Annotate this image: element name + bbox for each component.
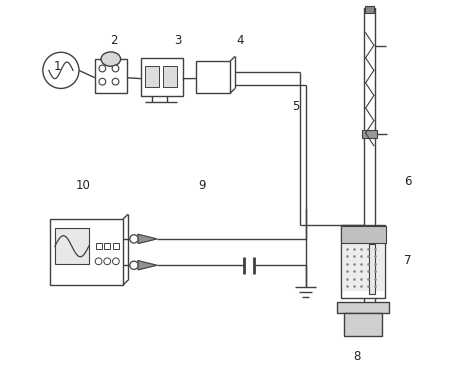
Bar <box>362 130 377 138</box>
Text: 9: 9 <box>198 179 206 192</box>
Bar <box>341 225 385 298</box>
Circle shape <box>130 261 138 270</box>
Circle shape <box>130 235 138 243</box>
Bar <box>369 243 375 294</box>
Bar <box>197 61 230 93</box>
Bar <box>55 228 89 264</box>
Text: 7: 7 <box>404 254 411 267</box>
Bar <box>343 239 384 291</box>
Bar <box>345 313 382 336</box>
Bar <box>113 243 119 249</box>
Text: 4: 4 <box>236 34 244 47</box>
Bar <box>95 59 127 93</box>
Circle shape <box>95 258 102 265</box>
Text: 10: 10 <box>76 179 91 192</box>
Bar <box>50 219 123 285</box>
Text: 1: 1 <box>53 60 61 73</box>
Circle shape <box>99 78 106 85</box>
Text: 2: 2 <box>110 34 117 47</box>
Circle shape <box>112 258 119 265</box>
Bar <box>104 243 110 249</box>
Text: 3: 3 <box>174 34 181 47</box>
Text: 6: 6 <box>404 175 411 188</box>
Bar <box>141 58 182 96</box>
Ellipse shape <box>101 52 121 66</box>
Polygon shape <box>138 261 157 270</box>
Bar <box>341 226 386 243</box>
Bar <box>145 66 159 87</box>
Circle shape <box>43 52 79 88</box>
Polygon shape <box>138 234 157 243</box>
Bar <box>163 66 177 87</box>
Text: 8: 8 <box>353 350 360 363</box>
Circle shape <box>104 258 111 265</box>
Bar <box>364 8 375 308</box>
Bar <box>96 243 101 249</box>
Circle shape <box>112 78 119 85</box>
Circle shape <box>112 65 119 72</box>
Bar <box>337 302 389 313</box>
Bar <box>365 6 374 13</box>
Circle shape <box>99 65 106 72</box>
Text: 5: 5 <box>292 100 300 113</box>
